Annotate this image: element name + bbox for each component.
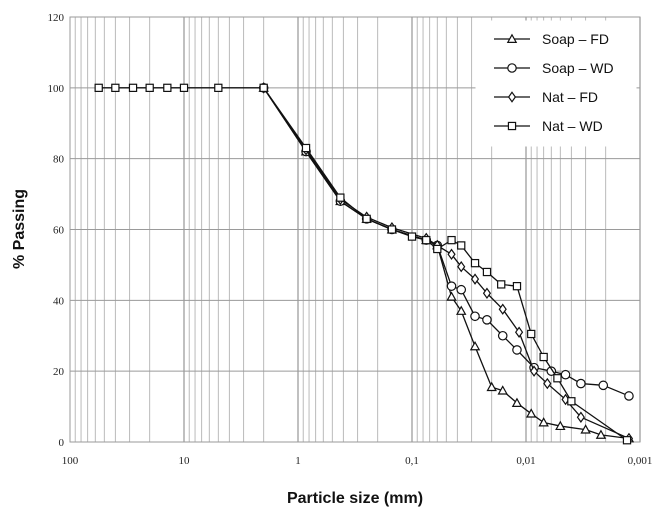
data-point	[214, 83, 223, 93]
x-tick-label: 0,01	[516, 455, 535, 467]
y-tick-label: 100	[48, 83, 65, 95]
data-point	[624, 391, 634, 401]
data-point	[580, 424, 591, 434]
data-point	[387, 225, 397, 234]
data-point	[259, 83, 268, 93]
data-point	[456, 284, 467, 295]
data-point	[145, 83, 154, 93]
data-point	[163, 83, 172, 93]
data-point	[447, 235, 456, 245]
data-point	[529, 365, 539, 377]
legend-entry: Nat – WD	[494, 118, 603, 134]
data-point	[470, 311, 480, 322]
data-point	[560, 369, 571, 380]
legend-label: Nat – WD	[542, 118, 603, 134]
legend-label: Nat – FD	[542, 89, 598, 105]
legend-marker	[506, 33, 518, 43]
y-tick-label: 60	[53, 225, 65, 237]
data-point	[362, 214, 371, 224]
data-point	[482, 315, 492, 325]
x-tick-label: 10	[179, 455, 191, 467]
series-line	[263, 87, 630, 440]
data-point	[514, 326, 524, 338]
data-point	[457, 260, 466, 273]
data-point	[512, 345, 522, 355]
data-point	[538, 417, 549, 427]
data-point	[446, 291, 457, 301]
legend-box	[475, 20, 637, 147]
x-tick-label: 1	[295, 455, 301, 467]
data-point	[433, 244, 442, 254]
y-tick-label: 40	[53, 295, 65, 307]
series-group	[94, 82, 635, 445]
y-tick-label: 120	[48, 12, 65, 24]
legend-marker	[507, 63, 517, 73]
data-point	[576, 378, 586, 389]
data-point	[470, 258, 480, 268]
x-tick-label: 0,001	[628, 455, 653, 467]
legend: Soap – FD Soap – WD Nat – FD Nat – WD	[475, 20, 637, 147]
data-point	[407, 232, 417, 241]
legend-marker	[507, 121, 517, 131]
data-point	[179, 83, 189, 93]
data-point	[469, 340, 481, 351]
legend-marker	[507, 91, 517, 103]
y-axis-title: % Passing	[11, 189, 28, 269]
data-point	[595, 429, 607, 439]
x-tick-label: 0,1	[405, 455, 419, 467]
data-point	[457, 241, 466, 250]
data-point	[497, 330, 508, 341]
data-point	[422, 235, 431, 245]
data-point	[546, 366, 557, 376]
data-point	[482, 287, 492, 299]
data-point	[539, 352, 548, 362]
data-point	[553, 374, 562, 383]
data-point	[527, 329, 536, 339]
x-axis-title: Particle size (mm)	[287, 490, 423, 507]
data-point	[555, 420, 566, 431]
series-4	[94, 83, 632, 445]
data-point	[94, 83, 103, 93]
data-point	[622, 436, 632, 445]
legend-entry: Soap – WD	[494, 60, 614, 76]
data-point	[497, 280, 506, 289]
data-point	[498, 303, 507, 315]
y-tick-label: 20	[53, 366, 65, 378]
data-point	[486, 381, 497, 392]
data-point	[301, 143, 311, 153]
axes: 0 20 40 60 80 100 120 100 10 1 0,1 0,01 0,001	[48, 12, 653, 467]
data-point	[512, 281, 522, 291]
data-point	[543, 377, 552, 390]
data-point	[511, 397, 523, 408]
x-tick-label: 100	[62, 455, 79, 467]
legend-entry: Soap – FD	[494, 31, 609, 47]
data-point	[576, 411, 585, 423]
data-point	[336, 193, 345, 202]
legend-entry: Nat – FD	[494, 89, 598, 105]
y-tick-label: 0	[59, 437, 65, 449]
data-point	[470, 273, 480, 285]
legend-label: Soap – FD	[542, 31, 609, 47]
data-point	[456, 305, 467, 315]
data-point	[128, 83, 138, 93]
data-point	[446, 281, 457, 291]
data-point	[497, 385, 508, 395]
data-point	[598, 380, 609, 391]
y-tick-label: 80	[53, 154, 65, 166]
data-point	[447, 248, 456, 261]
data-point	[482, 267, 492, 277]
data-point	[567, 397, 576, 406]
data-point	[111, 83, 120, 93]
data-point	[525, 408, 537, 418]
legend-label: Soap – WD	[542, 60, 614, 76]
